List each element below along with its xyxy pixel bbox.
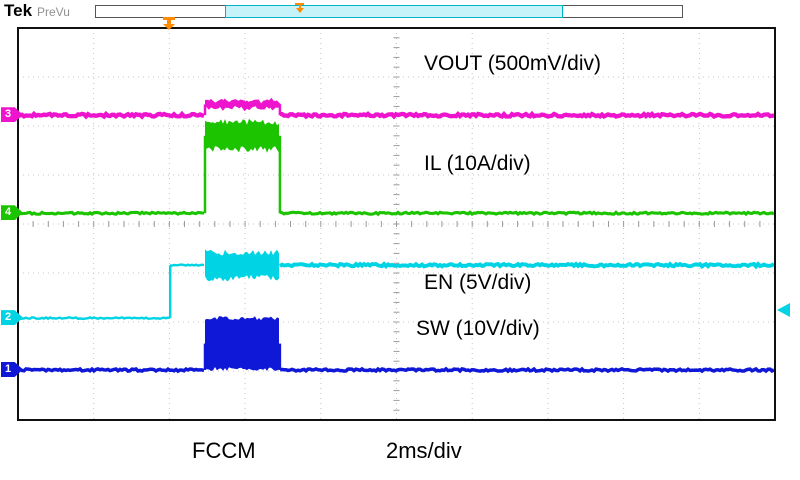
record-view-bar[interactable] [95, 3, 683, 18]
timebase-label: 2ms/div [386, 438, 462, 463]
en-scale-label: EN (5V/div) [424, 271, 532, 294]
channel-1-badge[interactable]: 1 [1, 362, 23, 378]
channel-2-badge[interactable]: 2 [1, 310, 23, 326]
trigger-level-arrow-icon[interactable] [777, 303, 790, 317]
mode-label: FCCM [192, 438, 256, 463]
sw-scale-label: SW (10V/div) [416, 317, 540, 340]
acquisition-window[interactable] [225, 5, 563, 18]
channel-4-badge[interactable]: 4 [1, 205, 23, 221]
trigger-marker-bar [295, 3, 304, 5]
trigger-flag-bar [163, 17, 176, 20]
tek-logo: Tek [4, 1, 33, 20]
vout-scale-label: VOUT (500mV/div) [424, 52, 601, 75]
trigger-flag-arrow-icon [163, 24, 176, 30]
trigger-flag-stem [167, 20, 172, 24]
channel-3-badge[interactable]: 3 [1, 107, 23, 123]
trigger-flag[interactable] [163, 17, 176, 30]
trigger-down-arrow-icon [295, 8, 304, 13]
il-scale-label: IL (10A/div) [424, 152, 531, 175]
acquisition-status: PreVu [37, 5, 70, 19]
trigger-marker-stem [298, 5, 301, 8]
record-trigger-position-marker[interactable] [295, 3, 304, 13]
